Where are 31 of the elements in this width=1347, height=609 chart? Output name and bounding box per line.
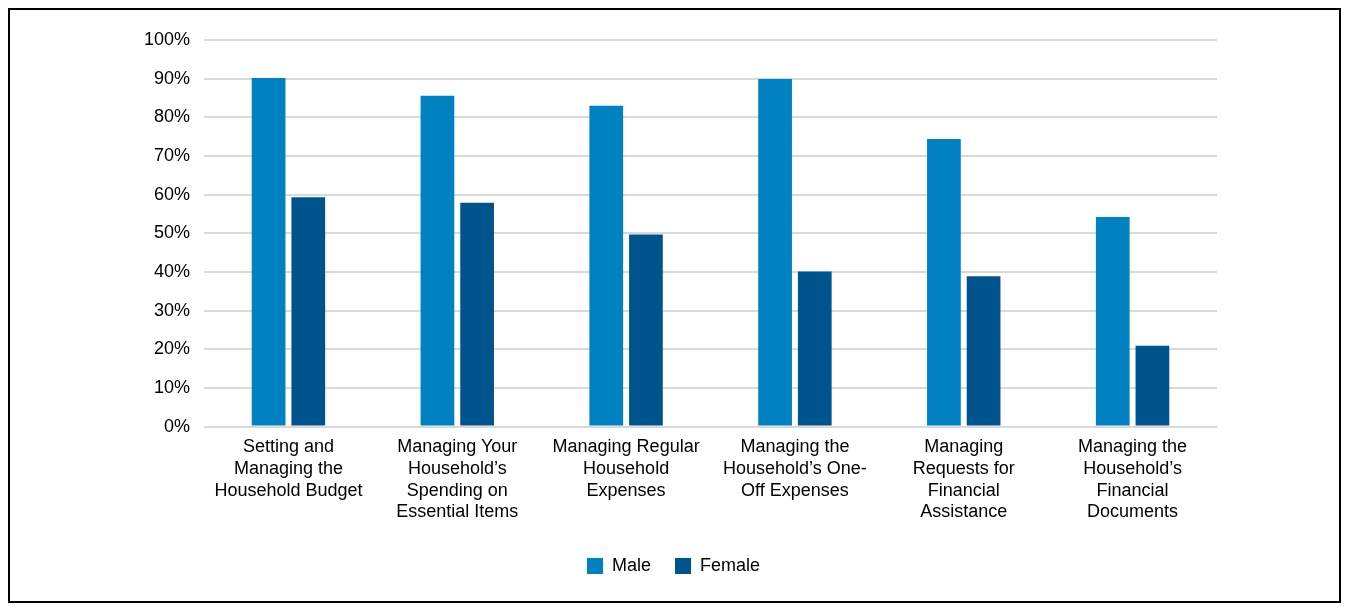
legend-label: Male bbox=[611, 554, 651, 575]
y-tick-label: 40% bbox=[154, 260, 191, 281]
bar bbox=[291, 197, 326, 426]
y-tick-label: 90% bbox=[154, 67, 191, 88]
y-tick-label: 0% bbox=[164, 415, 191, 436]
x-tick-label: Managing Your Household’s Spending on Essential Items bbox=[396, 436, 519, 522]
bar bbox=[927, 138, 961, 426]
x-tick-label: Managing the Household’s Financial Documents bbox=[1078, 436, 1188, 522]
y-tick-label: 60% bbox=[154, 183, 191, 204]
y-tick-label: 100% bbox=[143, 28, 191, 49]
bar bbox=[1135, 345, 1170, 426]
bar bbox=[629, 234, 663, 426]
y-tick-label: 70% bbox=[154, 144, 191, 165]
legend-label: Female bbox=[700, 554, 761, 575]
bar bbox=[758, 79, 792, 426]
bar bbox=[420, 95, 455, 426]
y-tick-label: 10% bbox=[154, 376, 191, 397]
x-tick-label: Setting and Managing the Household Budget bbox=[214, 436, 363, 500]
y-tick-label: 80% bbox=[154, 106, 191, 127]
bar bbox=[460, 202, 494, 426]
x-tick-label: Managing Regular Household Expenses bbox=[552, 436, 700, 500]
x-tick-label: Managing Requests for Financial Assistance bbox=[912, 436, 1015, 522]
bar bbox=[251, 77, 286, 426]
y-tick-label: 30% bbox=[154, 299, 191, 320]
y-tick-label: 20% bbox=[154, 338, 191, 359]
bar bbox=[589, 105, 624, 426]
bar bbox=[966, 276, 1001, 426]
bar bbox=[1095, 217, 1130, 426]
bar bbox=[797, 271, 832, 426]
y-tick-label: 50% bbox=[154, 222, 191, 243]
x-tick-label: Managing the Household’s One-Off Expenses bbox=[723, 436, 867, 500]
